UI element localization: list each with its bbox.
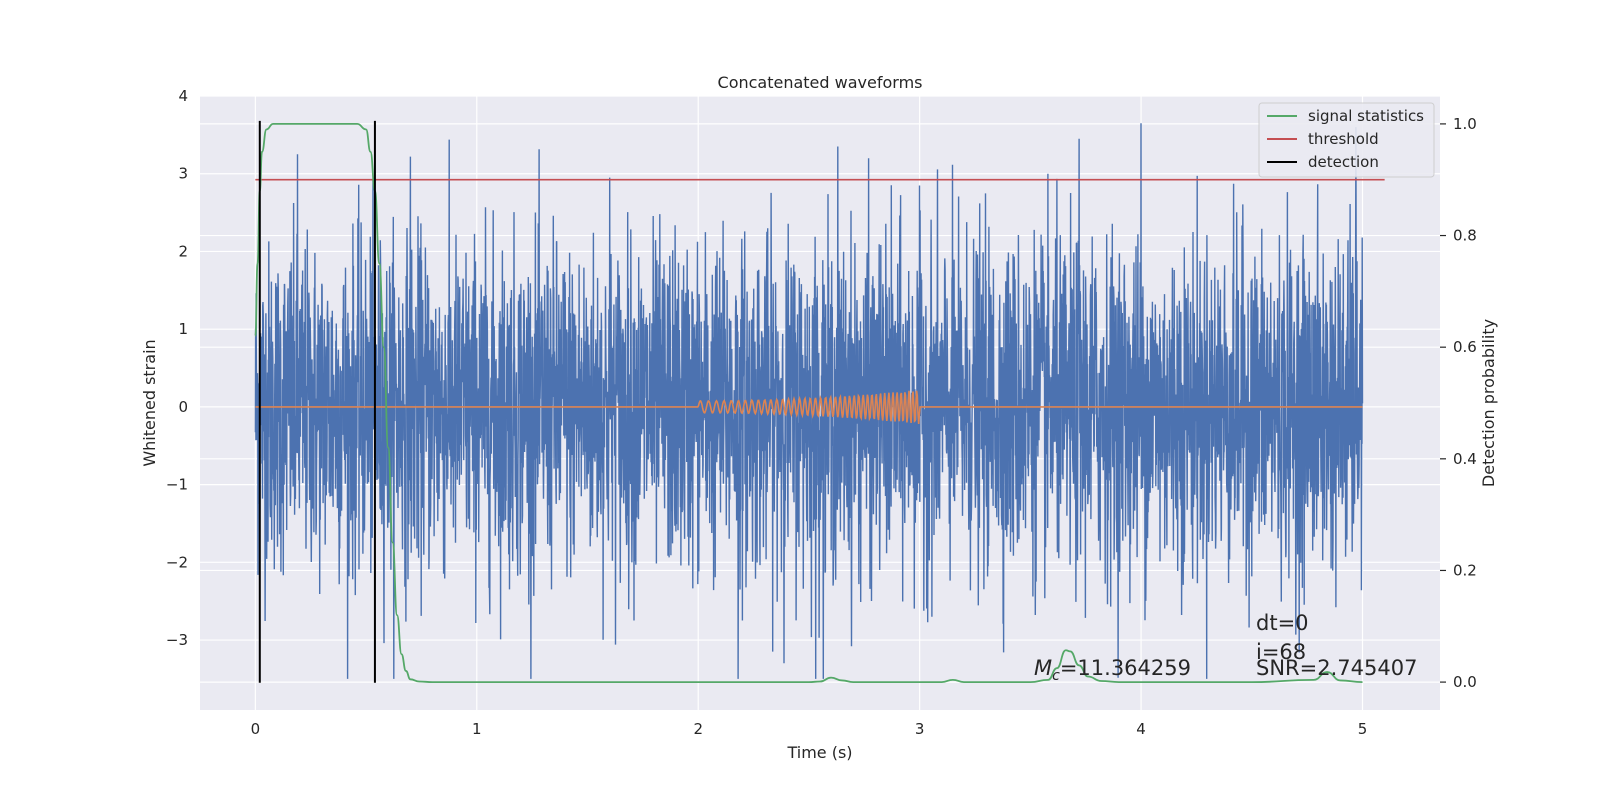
legend: signal statistics threshold detection [1258,102,1435,178]
y-tick-label: 1 [178,320,188,338]
y-tick-label: −3 [166,631,188,649]
y-tick-label: 0 [178,398,188,416]
template-waveform-line [255,390,1363,424]
x-tick-label: 3 [915,720,925,738]
dt-annotation: dt=0 [1256,611,1309,635]
chirp-mass-annotation: Mc=11.364259 [1034,656,1191,684]
legend-label-threshold: threshold [1308,130,1379,148]
axes: 0 1 2 3 4 5 4 3 2 1 0 −1 −2 −3 1.0 0.8 0.6 0.4 0.2 0.0 [166,87,1477,738]
snr-annotation: SNR=2.745407 [1256,656,1417,680]
legend-label-signal-statistics: signal statistics [1308,107,1424,125]
y-tick-label: 4 [178,87,188,105]
y-tick-label: −1 [166,476,188,494]
x-axis-title: Time (s) [786,743,852,762]
legend-label-detection: detection [1308,153,1379,171]
y-tick-label: −2 [166,553,188,571]
x-tick-label: 0 [251,720,261,738]
y-right-tick-label: 0.2 [1453,561,1477,579]
y-right-tick-label: 1.0 [1453,115,1477,133]
legend-box [1258,102,1435,178]
y-right-tick-label: 0.6 [1453,338,1477,356]
x-tick-label: 1 [472,720,482,738]
y-tick-label: 2 [178,242,188,260]
chirp-mass-symbol: M [1034,656,1052,680]
chart-title: Concatenated waveforms [718,73,923,92]
y-tick-label: 3 [178,165,188,183]
y-right-tick-label: 0.4 [1453,450,1477,468]
y-right-tick-label: 0.8 [1453,227,1477,245]
x-tick-label: 5 [1358,720,1368,738]
signal-statistics-line [254,123,1363,683]
chirp-mass-subscript: c [1052,668,1060,684]
plot-area [254,120,1385,683]
y-right-axis-title: Detection probability [1479,319,1498,487]
y-right-tick-label: 0.0 [1453,673,1477,691]
chirp-mass-value: =11.364259 [1060,656,1191,680]
y-axis-title: Whitened strain [140,339,159,466]
index-annotation: i=68 [1256,640,1306,664]
x-tick-label: 4 [1136,720,1146,738]
whitened-strain-line [254,123,1364,679]
x-tick-label: 2 [693,720,703,738]
